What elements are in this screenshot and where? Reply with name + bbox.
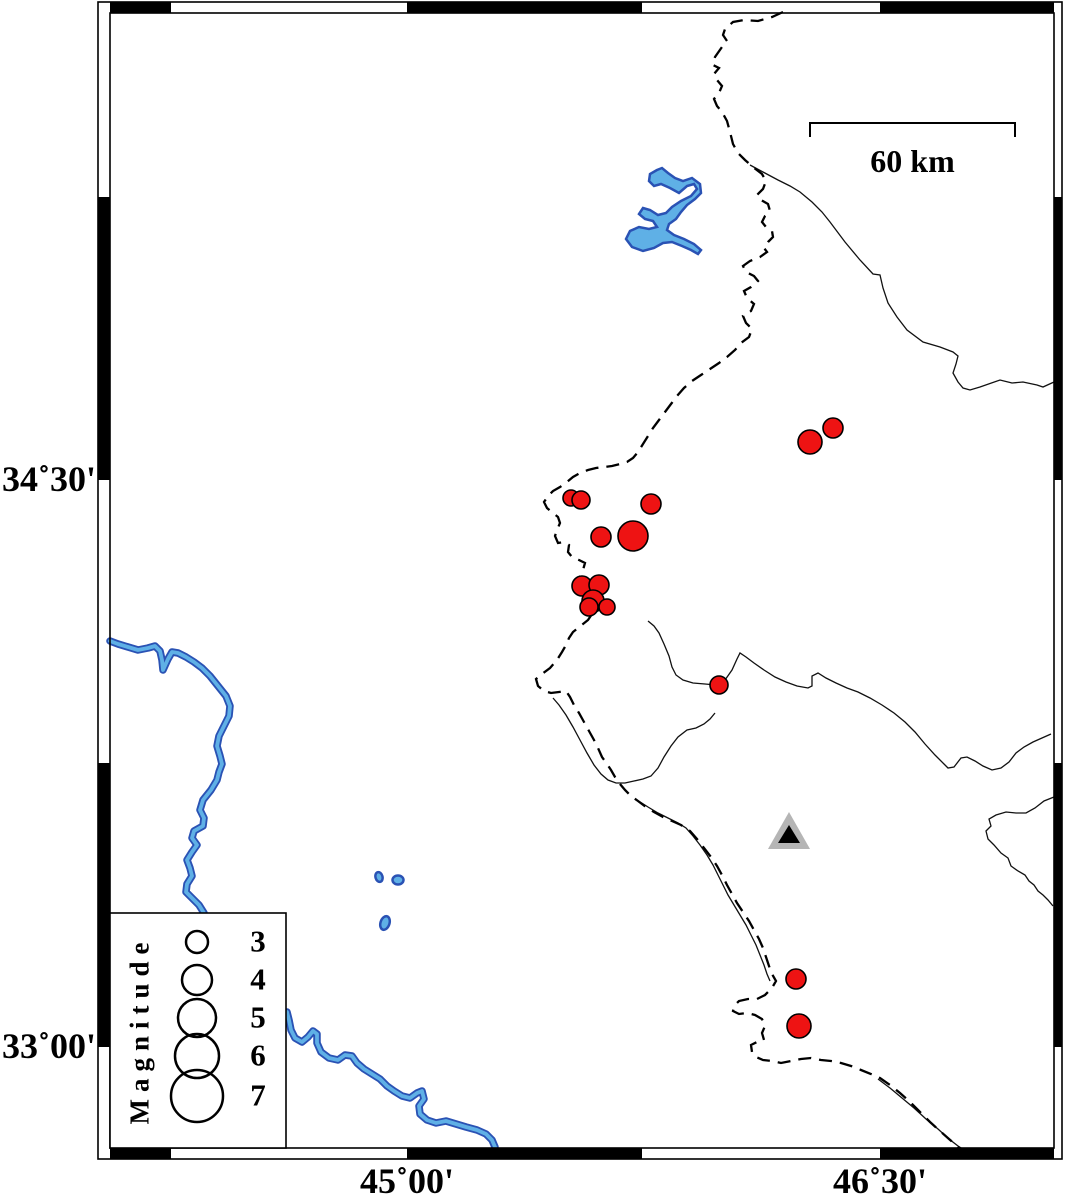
- earthquake-epicenter: [640, 493, 662, 515]
- legend-value-3: 3: [250, 923, 266, 959]
- river-west: [106, 637, 234, 917]
- legend-circle-mag-6: [173, 1032, 221, 1080]
- thin-line-along-border-1: [636, 799, 771, 982]
- legend-circle-mag-5: [176, 997, 218, 1039]
- lat-label-34-30: 34˚30': [2, 459, 96, 500]
- water-layer: [106, 166, 703, 1151]
- pond-small-3: [378, 914, 392, 932]
- earthquake-epicenter: [598, 598, 616, 616]
- pond-small-1: [374, 870, 384, 884]
- earthquake-epicenter: [617, 520, 649, 552]
- earthquake-epicenter: [579, 597, 599, 617]
- legend-title: Magnitude: [124, 935, 155, 1125]
- legend-circle-mag-7: [169, 1068, 225, 1124]
- lake: [624, 166, 703, 256]
- magnitude-legend: [109, 912, 287, 1149]
- legend-value-6: 6: [250, 1037, 266, 1073]
- thin-line-northeast: [749, 164, 1055, 391]
- legend-value-4: 4: [250, 961, 266, 997]
- earthquake-epicenter: [786, 1013, 812, 1039]
- station-triangle-layer: [768, 812, 810, 849]
- river-west-core: [108, 639, 232, 915]
- pond-small-2: [391, 874, 405, 886]
- lat-label-33-00: 33˚00': [2, 1026, 96, 1067]
- boundary-lines-layer: [552, 164, 1055, 1152]
- river-south-core: [285, 1010, 497, 1149]
- legend-circles: [169, 929, 225, 1124]
- earthquake-epicenters-layer: [562, 417, 844, 1039]
- frame-black-segments: [98, 2, 1062, 1159]
- lon-label-45-00: 45˚00': [360, 1161, 454, 1197]
- legend-value-7: 7: [250, 1077, 266, 1113]
- earthquake-epicenter: [571, 490, 591, 510]
- thin-line-southeast: [985, 796, 1055, 907]
- legend-value-5: 5: [250, 999, 266, 1035]
- earthquake-epicenter: [785, 968, 807, 990]
- earthquake-epicenter: [590, 526, 612, 548]
- legend-circle-mag-3: [184, 929, 210, 955]
- earthquake-epicenter: [822, 417, 844, 439]
- thin-line-central: [647, 620, 1052, 771]
- scale-bar: [809, 122, 1016, 137]
- scale-bar-bracket: [809, 122, 1016, 137]
- scale-bar-label: 60 km: [870, 143, 955, 179]
- earthquake-epicenter: [709, 675, 729, 695]
- earthquake-epicenter: [797, 429, 823, 455]
- station-triangle-inner: [778, 825, 800, 843]
- legend-circle-mag-4: [180, 963, 214, 997]
- lon-label-46-30: 46˚30': [833, 1161, 927, 1197]
- thin-line-central-branch: [552, 697, 716, 784]
- map-frame: [97, 1, 1063, 1160]
- thin-line-along-border-2: [877, 1078, 967, 1152]
